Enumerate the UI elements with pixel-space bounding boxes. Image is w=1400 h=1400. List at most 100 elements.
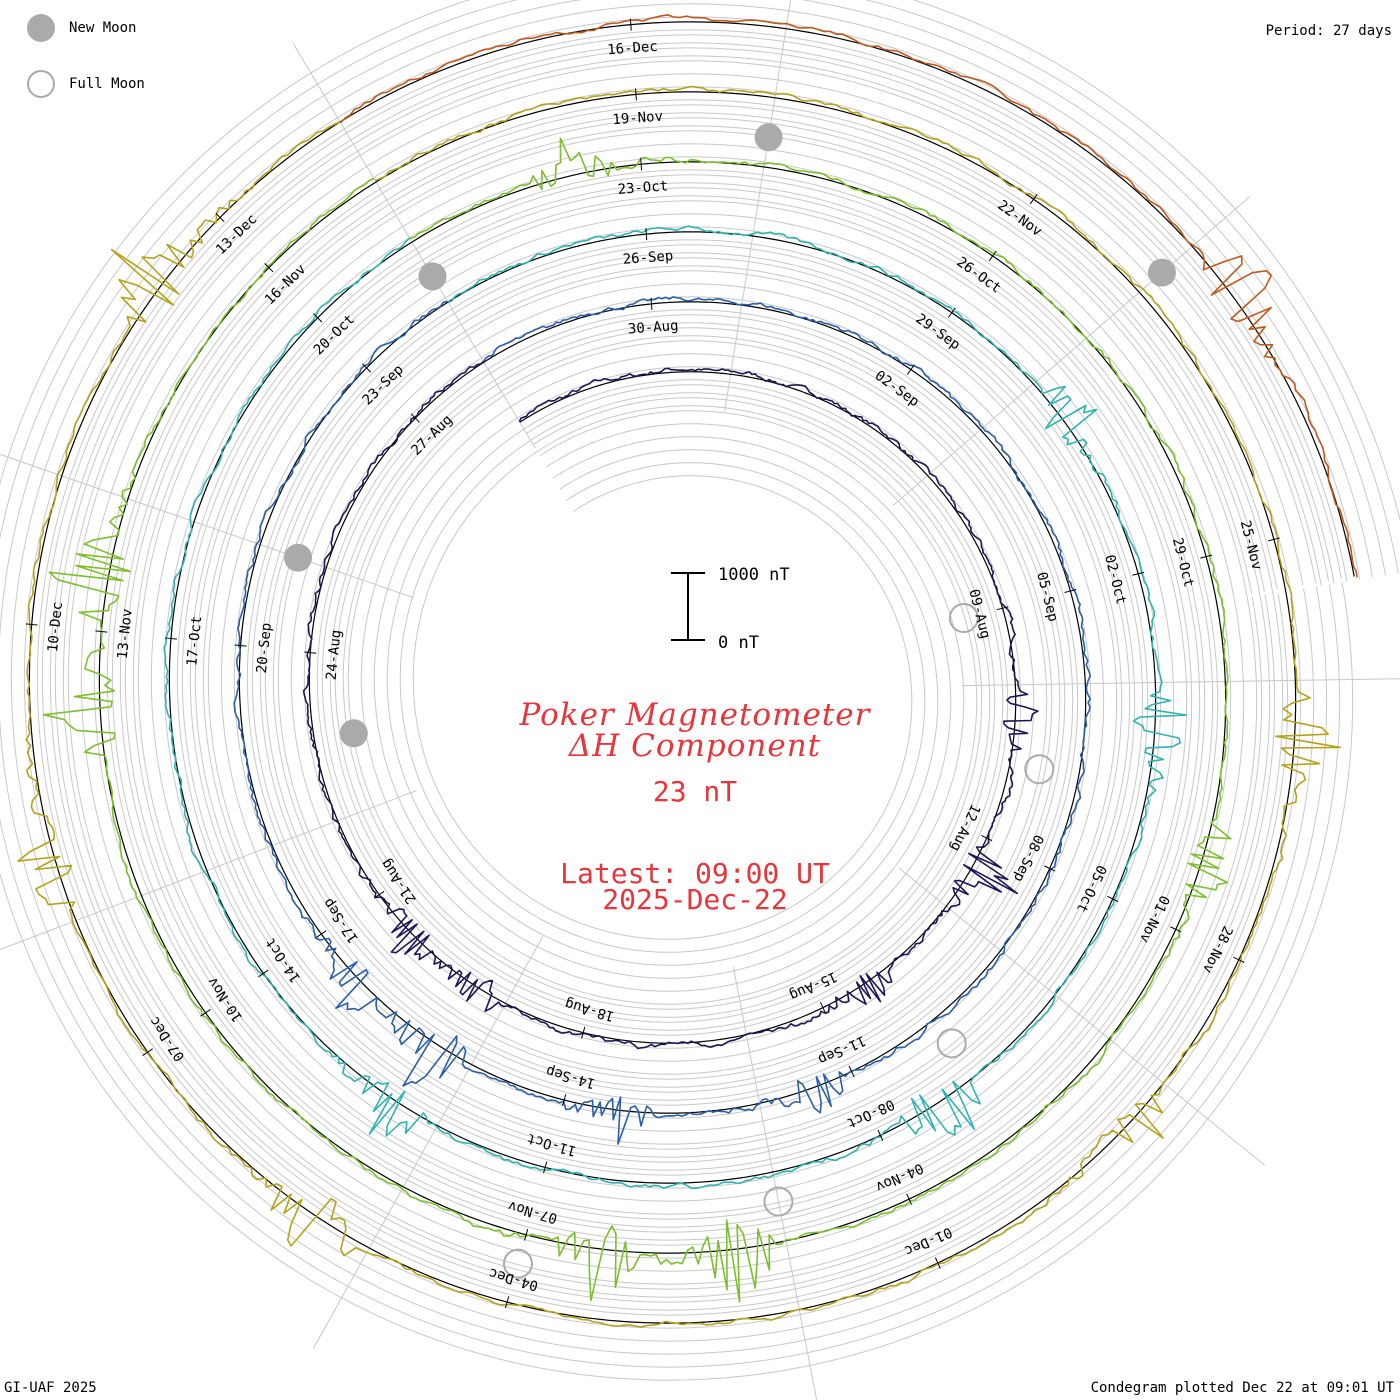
date-label: 20-Sep [254,622,275,674]
date-label: 25-Nov [1237,519,1265,572]
date-tick [142,1048,153,1056]
date-tick [981,834,993,842]
full-moon-marker [948,603,979,634]
legend-new-moon: New Moon [27,14,136,42]
date-label: 17-Oct [184,615,205,667]
date-tick [1132,571,1145,576]
scale-bar: 1000 nT 0 nT [671,565,790,653]
date-tick [95,630,108,633]
dh-trace-turn-6 [339,14,1358,578]
full-moon-marker [502,1248,533,1279]
date-tick [304,651,317,654]
date-label: 05-Sep [1033,570,1061,623]
full-moon-icon [27,70,55,98]
date-tick [200,1008,211,1017]
date-label: 29-Oct [1169,536,1197,589]
date-label: 28-Nov [1199,923,1235,976]
date-tick [1233,956,1245,963]
date-tick [1064,589,1077,593]
legend-new-moon-label: New Moon [69,20,137,36]
date-label: 05-Oct [1073,862,1109,915]
date-tick [581,1026,586,1039]
date-tick [316,930,327,938]
credit-label: GI-UAF 2025 [4,1380,97,1396]
guide-ring [67,60,1317,1285]
dh-trace-turn-3 [163,225,1187,1190]
guide-ring-outer [10,3,1374,1342]
radial-spoke [961,678,1400,687]
full-moon-marker [936,1028,967,1059]
guide-ring-outer [62,55,1322,1290]
plotted-label: Condegram plotted Dec 22 at 09:01 UT [1090,1380,1394,1396]
legend-full-moon-label: Full Moon [69,76,145,92]
date-tick [1170,926,1182,933]
date-tick [313,313,323,323]
date-label: 10-Dec [45,601,66,653]
dh-trace-turn-2 [233,296,1092,1145]
date-tick [988,250,997,262]
guide-ring-outer [0,0,1399,1368]
scale-bar-top-label: 1000 nT [718,565,790,585]
date-label: 24-Aug [324,629,345,681]
baseline-spiral [28,21,1355,1324]
date-tick [820,1001,826,1014]
date-tick [524,1228,529,1241]
date-tick [640,158,643,171]
date-label: 30-Aug [627,318,679,338]
new-moon-marker [339,719,368,748]
date-tick [934,1257,941,1269]
new-moon-marker [418,262,447,291]
guide-ring [80,73,1304,1272]
new-moon-marker [754,123,783,152]
date-tick [906,364,915,375]
period-label: Period: 27 days [1265,23,1392,39]
latest-date: 2025-Dec-22 [602,883,788,916]
dh-trace-turn-4 [42,137,1232,1303]
radial-spoke [898,867,1266,1166]
scale-bar-bottom-label: 0 nT [718,633,759,653]
date-tick [947,307,956,318]
full-moon-marker [1024,754,1055,785]
date-label: 26-Sep [622,248,674,268]
date-tick [996,606,1009,611]
full-moon-marker [763,1186,794,1217]
dh-trace-turn-5 [17,85,1342,1328]
date-tick [258,969,269,978]
date-tick [877,1129,884,1141]
legend-full-moon: Full Moon [27,70,145,98]
date-tick [848,1065,855,1078]
guide-ring [93,86,1291,1259]
guide-ring [54,47,1329,1298]
trace-layer [17,14,1358,1328]
date-tick [234,644,247,647]
date-label: 01-Nov [1136,893,1172,946]
date-label: 23-Oct [617,178,669,198]
date-label: 19-Nov [612,109,664,129]
date-tick [629,18,632,31]
date-tick [650,297,653,310]
date-tick [635,88,637,101]
radial-spoke [292,42,536,449]
date-tick [504,1296,510,1309]
guide-ring [119,112,1265,1233]
date-tick [1200,554,1213,559]
date-tick [361,363,372,373]
date-label: 12-Aug [947,801,983,854]
date-tick [1044,865,1056,872]
date-label: 23-Sep [360,362,407,409]
date-tick [215,212,225,223]
date-tick [373,890,385,899]
radial-spoke [312,936,544,1349]
date-tick [562,1094,567,1106]
guide-ring [41,34,1342,1311]
chart-title: Poker Magnetometer [519,697,871,733]
date-tick [25,623,38,626]
new-moon-icon [27,14,55,42]
new-moon-marker [284,543,313,572]
date-tick [1268,537,1280,542]
dh-trace-turn-1 [302,360,1039,1050]
guide-ring-outer [49,42,1335,1303]
date-label: 16-Dec [607,39,659,59]
